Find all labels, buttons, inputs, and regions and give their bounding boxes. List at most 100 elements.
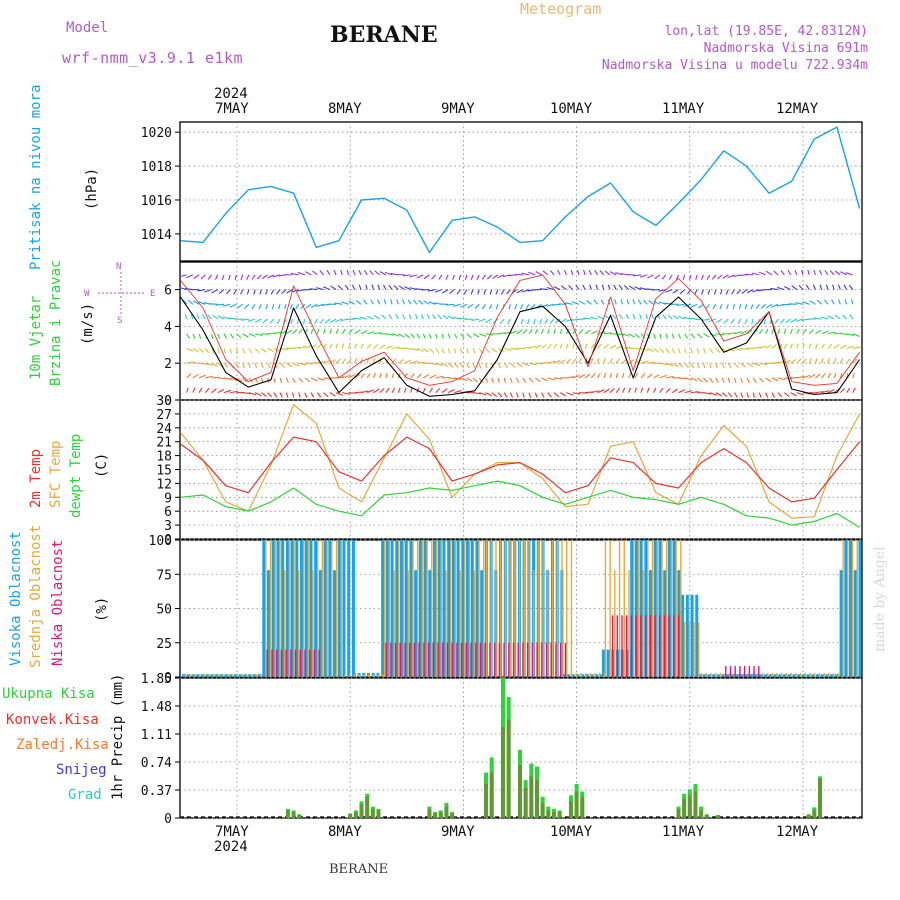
compass-w: W xyxy=(84,289,90,299)
conv-precip-bar xyxy=(348,814,353,818)
wind-arrow xyxy=(690,391,699,394)
wind-arrow xyxy=(254,318,262,323)
wind-arrow xyxy=(690,303,698,308)
wind-arrow xyxy=(310,328,314,334)
wind-arrow xyxy=(285,377,289,383)
wind-arrow xyxy=(746,392,750,398)
panel-frame xyxy=(179,399,863,540)
wind-arrow xyxy=(416,274,424,279)
wind-arrow xyxy=(572,374,580,379)
wind-arrow xyxy=(233,289,237,295)
meteogram-label: Meteogram xyxy=(520,0,602,18)
wind-arrow xyxy=(773,270,779,276)
wind-arrow xyxy=(751,318,754,325)
wind-arrow xyxy=(205,375,213,379)
wind-arrow xyxy=(503,377,507,383)
wind-arrow xyxy=(253,289,256,295)
wind-arrow xyxy=(808,343,812,349)
conv-precip-bar xyxy=(365,796,370,818)
wind-arrow xyxy=(281,289,287,295)
cloud-unit: (%) xyxy=(94,596,110,622)
wind-arrow xyxy=(539,318,543,325)
wind-arrow xyxy=(770,287,779,291)
wind-arrow xyxy=(429,362,438,366)
wind-arrow xyxy=(546,286,555,291)
y-tick-label: 1.11 xyxy=(141,728,172,743)
wind-arrow xyxy=(445,274,449,280)
wind-arrow xyxy=(179,286,187,291)
wind-arrow xyxy=(452,274,455,280)
model-name: wrf-nmm_v3.9.1 e1km xyxy=(62,49,244,67)
wind-arrow xyxy=(248,333,256,337)
wind-arrow xyxy=(179,274,187,278)
wind-arrow xyxy=(802,374,811,379)
wind-arrow xyxy=(248,377,253,383)
wind-arrow xyxy=(510,347,519,350)
wind-arrow xyxy=(634,333,641,339)
wind-arrow xyxy=(593,299,598,305)
wind-arrow xyxy=(429,348,435,354)
wind-arrow xyxy=(458,274,462,280)
wind-arrow xyxy=(821,330,829,335)
wind-arrow xyxy=(667,314,673,320)
wind-ylabel-2: Brzina i Pravac xyxy=(48,259,64,386)
wind-arrow xyxy=(831,299,835,305)
wind-arrow xyxy=(634,387,637,393)
wind-arrow xyxy=(341,301,349,305)
wind-arrow xyxy=(852,372,855,379)
wind-arrow xyxy=(553,392,559,398)
y-tick-label: 21 xyxy=(156,436,172,451)
wind-arrow xyxy=(292,362,300,367)
wind-arrow xyxy=(198,374,206,379)
wind-arrow xyxy=(534,377,541,383)
wind-arrow xyxy=(289,304,293,310)
wind-arrow xyxy=(528,377,534,383)
wind-arrow xyxy=(422,373,430,379)
y-tick-label: 3 xyxy=(164,519,172,534)
top-date-label: 12MAY xyxy=(776,101,819,117)
wind-arrow xyxy=(759,345,767,349)
wind-arrow xyxy=(460,348,463,354)
wind-arrow xyxy=(236,377,243,382)
wind-arrow xyxy=(352,269,356,276)
wind-arrow xyxy=(713,289,717,295)
wind-arrow xyxy=(802,328,807,335)
wind-arrow xyxy=(242,333,249,338)
wind-arrow xyxy=(730,318,735,324)
wind-arrow xyxy=(223,333,228,339)
wind-arrow xyxy=(834,314,841,320)
wind-arrow xyxy=(200,274,206,280)
wind-arrow xyxy=(385,333,394,336)
wind-arrow xyxy=(390,299,393,305)
wind-arrow xyxy=(702,348,707,354)
y-tick-label: 0 xyxy=(164,394,172,409)
wind-arrow xyxy=(198,301,206,305)
wind-arrow xyxy=(453,348,457,354)
wind-arrow xyxy=(304,377,311,383)
wind-arrow xyxy=(354,358,358,364)
legend-conv-precip: Konvek.Kisa xyxy=(6,712,99,728)
wind-arrow xyxy=(689,274,692,280)
wind-arrow xyxy=(640,360,649,364)
wind-arrow xyxy=(402,274,411,277)
wind-arrow xyxy=(544,318,549,325)
wind-arrow xyxy=(753,346,761,350)
wind-arrow xyxy=(267,392,273,398)
wind-arrow xyxy=(484,377,489,383)
wind-arrow xyxy=(410,373,415,379)
wind-arrow xyxy=(706,274,711,280)
wind-arrow xyxy=(310,377,318,382)
wind-arrow xyxy=(435,375,444,379)
wind-arrow xyxy=(522,329,528,335)
wind-arrow xyxy=(678,362,684,368)
wind-arrow xyxy=(794,269,798,276)
wind-arrow xyxy=(385,345,393,349)
wind-arrow xyxy=(690,377,698,382)
wind-arrow xyxy=(359,316,368,320)
wind-arrow xyxy=(712,304,717,310)
wind-arrow xyxy=(755,303,760,310)
wind-arrow xyxy=(815,391,824,394)
wind-arrow xyxy=(827,343,833,349)
wind-arrow xyxy=(665,289,673,293)
wind-arrow xyxy=(373,332,382,335)
